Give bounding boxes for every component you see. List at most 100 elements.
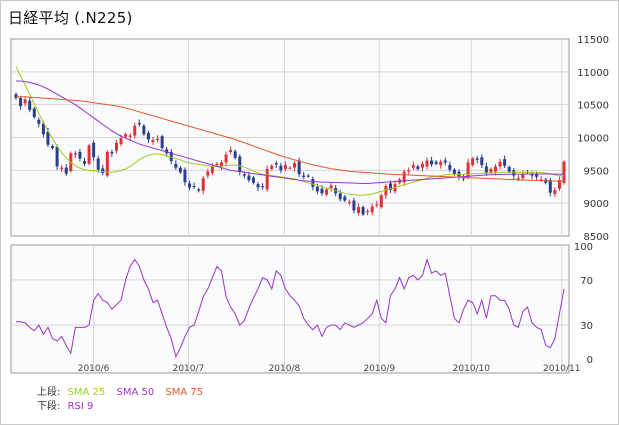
candle-down bbox=[452, 169, 456, 175]
candle-up bbox=[73, 153, 77, 155]
candle-down bbox=[503, 159, 507, 166]
candle-down bbox=[183, 169, 187, 183]
candle-up bbox=[366, 211, 370, 213]
candle-up bbox=[347, 201, 351, 203]
candle-up bbox=[489, 169, 493, 173]
candle-down bbox=[110, 151, 114, 154]
candle-down bbox=[169, 151, 173, 162]
candle-down bbox=[279, 165, 283, 171]
candle-up bbox=[407, 170, 411, 172]
y-tick-label-upper: 9500 bbox=[584, 166, 609, 177]
candle-down bbox=[83, 161, 86, 164]
candle-down bbox=[51, 146, 55, 149]
candle-down bbox=[160, 136, 164, 149]
candle-down bbox=[256, 184, 260, 188]
y-tick-label-upper: 10000 bbox=[577, 134, 609, 145]
candle-down bbox=[530, 173, 534, 176]
candle-up bbox=[471, 158, 475, 166]
candle-down bbox=[315, 186, 319, 192]
candle-up bbox=[105, 151, 109, 176]
x-tick-label: 2010/11 bbox=[543, 364, 580, 374]
candle-up bbox=[384, 186, 388, 196]
candle-down bbox=[311, 178, 315, 187]
candle-down bbox=[242, 174, 246, 176]
legend-sma25: SMA 25 bbox=[67, 387, 106, 398]
candle-down bbox=[462, 177, 466, 179]
candle-up bbox=[562, 161, 566, 183]
rsi-line bbox=[16, 257, 565, 359]
candle-up bbox=[357, 207, 360, 214]
x-tick-label: 2010/8 bbox=[269, 364, 301, 374]
candle-down bbox=[484, 166, 488, 174]
candle-up bbox=[151, 140, 155, 143]
candle-down bbox=[55, 146, 59, 167]
x-tick-label: 2010/10 bbox=[453, 364, 491, 374]
legend-lower-label: 下段: bbox=[37, 401, 61, 412]
candle-up bbox=[498, 161, 502, 167]
legend-rsi: RSI 9 bbox=[67, 401, 94, 412]
candle-up bbox=[288, 167, 292, 169]
x-tick-label: 2010/7 bbox=[173, 364, 205, 374]
candle-down bbox=[430, 160, 434, 165]
candle-down bbox=[46, 131, 50, 145]
candle-down bbox=[188, 183, 192, 188]
lower-panel bbox=[10, 244, 570, 374]
candle-down bbox=[475, 158, 479, 160]
candle-up bbox=[114, 142, 118, 151]
candle-down bbox=[247, 175, 251, 181]
candle-down bbox=[101, 168, 105, 173]
candle-up bbox=[521, 174, 525, 179]
candle-up bbox=[224, 154, 228, 163]
candle-down bbox=[178, 167, 182, 173]
x-tick-label: 2010/9 bbox=[363, 364, 395, 374]
y-tick-label-upper: 8500 bbox=[584, 232, 609, 243]
y-tick-label-lower: 0 bbox=[587, 355, 593, 366]
candle-up bbox=[420, 163, 424, 168]
candle-down bbox=[507, 167, 511, 172]
candle-down bbox=[238, 156, 242, 172]
y-tick-label-lower: 30 bbox=[580, 321, 593, 332]
legend-lower: 下段: RSI 9 bbox=[37, 401, 101, 413]
candle-down bbox=[548, 180, 552, 193]
legend-upper-label: 上段: bbox=[37, 387, 61, 398]
candle-up bbox=[553, 190, 557, 194]
candle-down bbox=[338, 193, 342, 200]
x-tick-label: 2010/6 bbox=[78, 364, 110, 374]
candle-down bbox=[146, 132, 150, 140]
candle-up bbox=[265, 169, 269, 190]
candle-up bbox=[539, 179, 543, 181]
legend-sma50: SMA 50 bbox=[116, 387, 155, 398]
y-tick-label-upper: 10500 bbox=[577, 101, 609, 112]
y-tick-label-lower: 70 bbox=[580, 276, 593, 287]
sma-line-sma75 bbox=[16, 96, 565, 182]
candle-up bbox=[270, 165, 274, 170]
candle-up bbox=[466, 162, 470, 177]
candle-down bbox=[512, 170, 516, 176]
candle-down bbox=[197, 189, 201, 191]
candle-up bbox=[220, 162, 223, 167]
candle-up bbox=[23, 99, 27, 104]
candle-down bbox=[251, 177, 255, 183]
candle-down bbox=[142, 125, 146, 135]
candle-up bbox=[124, 134, 128, 137]
candle-down bbox=[302, 175, 306, 177]
candle-down bbox=[352, 200, 356, 211]
candle-up bbox=[375, 204, 379, 206]
candle-down bbox=[233, 151, 237, 158]
candle-up bbox=[119, 138, 123, 145]
candle-up bbox=[425, 160, 429, 167]
y-tick-label-upper: 9000 bbox=[584, 199, 609, 210]
candle-up bbox=[133, 125, 137, 136]
candle-down bbox=[535, 174, 539, 177]
candle-down bbox=[343, 196, 347, 201]
candle-up bbox=[370, 206, 374, 213]
candle-down bbox=[137, 123, 141, 125]
candle-up bbox=[293, 163, 297, 168]
candle-down bbox=[448, 165, 452, 170]
candle-down bbox=[174, 163, 178, 168]
sma-line-sma25 bbox=[15, 66, 564, 196]
candle-down bbox=[19, 98, 23, 106]
candle-down bbox=[306, 175, 310, 177]
legend-upper: 上段: SMA 25 SMA 50 SMA 75 bbox=[37, 387, 211, 399]
